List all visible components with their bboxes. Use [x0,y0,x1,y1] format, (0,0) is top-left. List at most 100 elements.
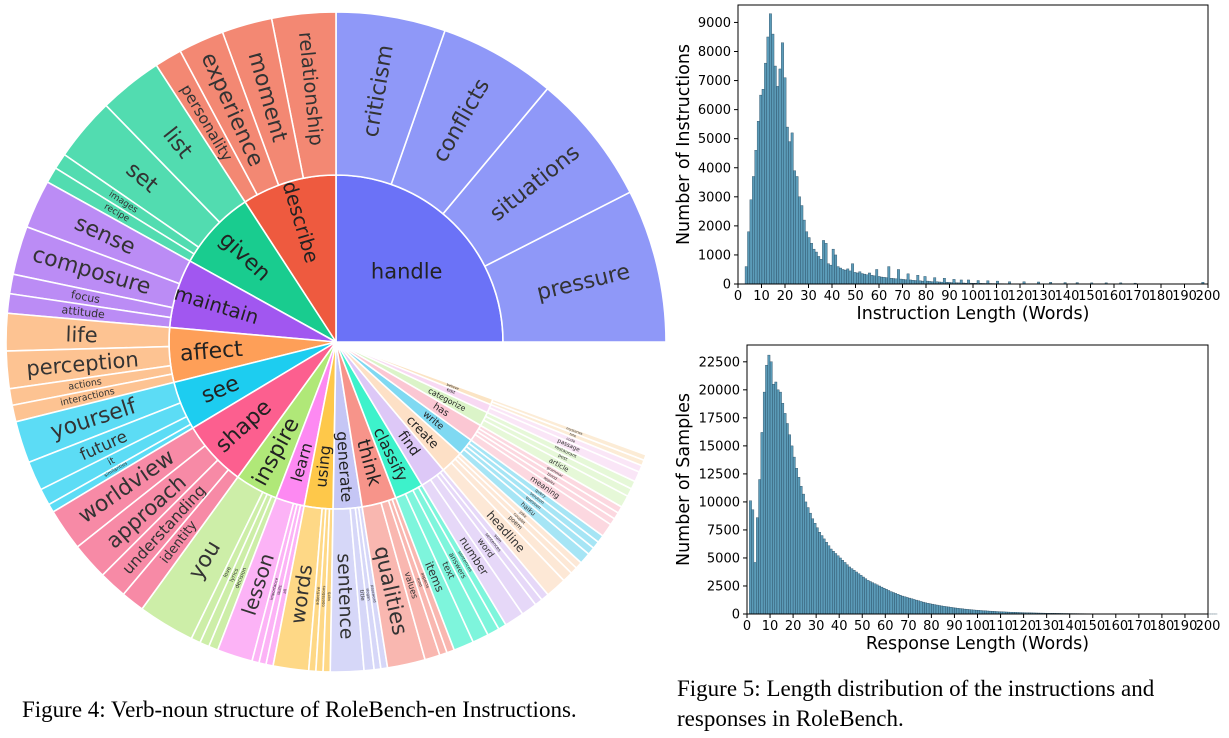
noun-label-maintain-focus: focus [70,288,101,306]
instruction-hist-bar [906,273,910,285]
response-hist-xtick-label: 160 [1103,619,1128,634]
instruction-hist-bar [824,243,828,285]
verb-label-handle: handle [371,259,443,283]
response-hist-bar [940,605,944,615]
response-hist-xtick-label: 50 [854,619,871,634]
response-hist-bar [839,557,842,615]
instruction-hist-bar [790,132,794,285]
response-hist-bar [910,598,914,615]
response-hist-ytick-label: 12500 [699,467,740,482]
instruction-hist-xtick-label: 40 [824,289,841,304]
instruction-hist-bar [889,278,893,285]
response-hist-bar [956,608,960,615]
response-hist-bar [908,597,911,615]
response-hist-bar [786,423,789,615]
response-hist-bar [836,555,840,615]
noun-label-has-blood: blood [546,471,558,481]
response-hist-bar [926,603,930,615]
instruction-hist-bar [754,150,758,285]
instruction-hist-bar [836,266,840,285]
response-hist-bar [795,468,798,615]
instruction-hist-bar [764,62,767,285]
response-hist-ytick-label: 5000 [707,551,740,566]
response-hist-ytick-label: 20000 [699,383,740,398]
response-hist-xtick-label: 110 [988,619,1013,634]
response-hist-bar [815,527,819,615]
response-hist-bar [919,601,923,615]
instruction-hist-bar [875,269,879,285]
instruction-hist-bar [863,273,867,285]
instruction-hist-xtick-label: 90 [941,289,958,304]
response-hist-bar [977,610,980,615]
instruction-hist-ytick-label: 8000 [698,45,731,60]
instruction-hist-bar [744,266,748,285]
instruction-hist-bar [769,13,772,285]
response-hist-bar [797,477,801,615]
response-hist-bar [760,432,764,615]
noun-label-generate-title: title [358,589,365,601]
instruction-hist-bar [887,266,891,285]
instruction-hist-bar [788,141,792,285]
instruction-hist-bar [807,237,811,285]
instruction-hist-bar [882,277,886,285]
instruction-hist-bar [776,86,780,285]
response-hist-bar [951,607,955,615]
instruction-hist-bar [759,94,763,285]
instruction-hist-bars [744,13,1205,285]
response-hist-bar [945,606,948,615]
response-hist-bar [968,609,971,615]
response-hist-xtick-label: 20 [785,619,802,634]
response-hist-bar [802,493,805,615]
response-hist-bar [841,560,844,615]
instruction-hist-bar [848,270,852,285]
response-hist-bar [834,553,838,615]
instruction-hist-xlabel: Instruction Length (Words) [857,304,1090,324]
response-hist-bar [806,507,810,615]
verb-label-generate: generate [333,431,357,503]
response-hist-bar [845,564,849,615]
response-hist-bar [885,589,888,615]
instruction-hist-ytick-label: 6000 [698,103,731,118]
verb-label-using: using [311,444,334,488]
instruction-hist-bar [865,274,869,285]
instruction-hist-xtick-label: 20 [777,289,794,304]
response-hist-bar [783,413,787,615]
instruction-hist-bar [761,89,765,285]
response-hist-xtick-label: 120 [1011,619,1036,634]
response-hist-xtick-label: 0 [743,619,751,634]
response-hist-bar [788,434,791,615]
instruction-hist-bar [819,259,823,285]
instruction-hist-bar [781,42,784,285]
instruction-hist-bar [749,199,753,285]
response-hist-bar [756,517,759,615]
response-hist-bar [924,602,927,615]
instruction-hist-xtick-label: 170 [1125,289,1150,304]
instruction-hist-bar [967,279,970,285]
noun-label-see-it: it [106,455,117,468]
instruction-hist-ytick-label: 9000 [698,16,731,31]
response-hist-bar [979,610,983,615]
response-hist-ytick-label: 0 [732,608,740,623]
instruction-hist-ytick-label: 0 [723,278,731,293]
verb-label-believe: believe [446,383,459,391]
instruction-hist-bar [778,68,782,285]
response-hist-xtick-label: 140 [1057,619,1082,634]
response-hist-ytick-label: 15000 [699,439,740,454]
response-histogram-svg: 0 10 20 30 40 50 60 70 80 90 100110120130140150160… [674,344,1220,654]
instruction-histogram-svg: 0 10 20 30 40 50 60 70 80 90 100110120130140150160… [674,4,1221,324]
response-hist-bar [799,486,803,615]
response-hist-bar [901,595,904,615]
instruction-hist-bar [773,65,777,285]
instruction-hist-bar [810,243,813,285]
response-hist-ytick-label: 17500 [699,411,740,426]
response-hist-bar [878,585,881,615]
noun-label-using-operations: operations [320,585,326,607]
instruction-hist-ytick-label: 2000 [698,219,731,234]
response-hist-xtick-label: 70 [900,619,917,634]
sunburst-chart: pressure situations conflicts criticism hand… [5,11,667,673]
response-hist-bar [832,551,835,615]
instruction-hist-xtick-label: 200 [1196,289,1221,304]
instruction-hist-bar [795,176,799,285]
instruction-hist-xtick-label: 160 [1102,289,1127,304]
instruction-hist-bar [783,77,787,285]
